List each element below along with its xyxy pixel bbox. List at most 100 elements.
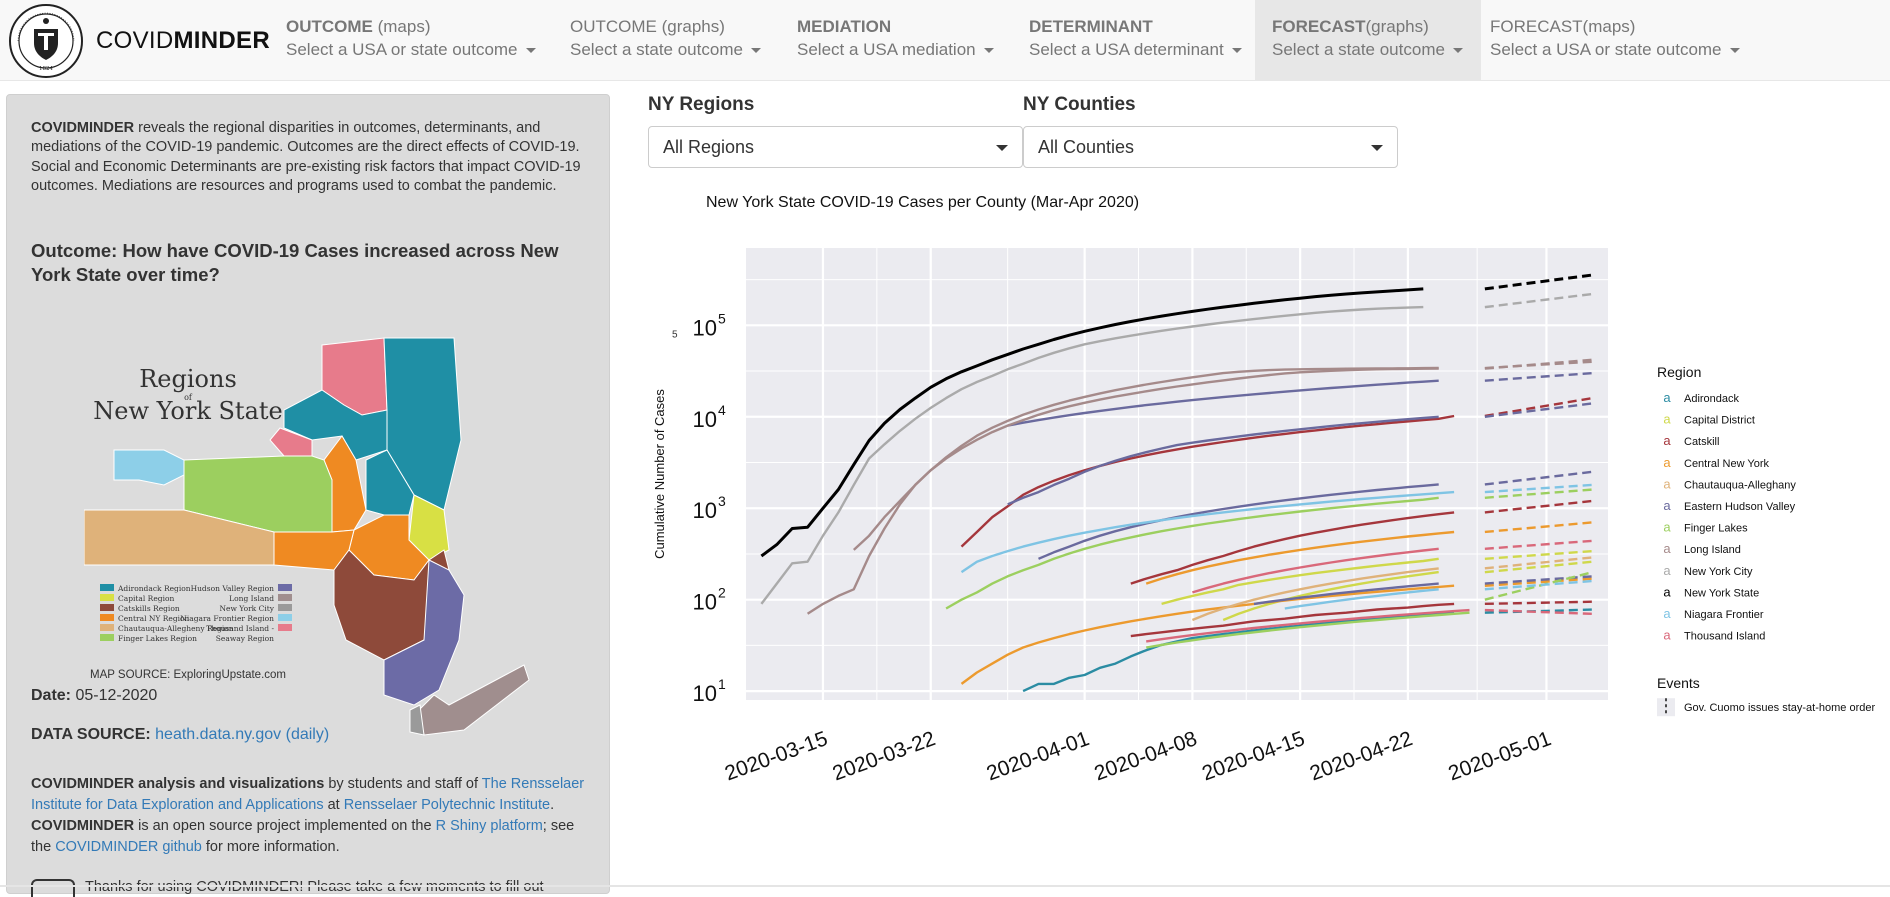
svg-text:Catskills Region: Catskills Region	[118, 604, 180, 613]
legend-key: a	[1663, 563, 1671, 578]
footer-divider	[0, 885, 1890, 887]
data-source-link[interactable]: heath.data.ny.gov (daily)	[155, 726, 330, 743]
legend-entry: Catskill	[1684, 436, 1719, 448]
y-tick-label: 10	[693, 590, 717, 615]
forecast-line-eastern-hudson-valley	[1484, 470, 1593, 486]
legend-key: a	[1663, 520, 1671, 535]
legend-entry: New York State	[1684, 587, 1759, 599]
forecast-line-thousand-island	[1484, 608, 1593, 616]
chart-title: New York State COVID-19 Cases per County…	[706, 194, 1139, 211]
series-line-central-new-york	[1145, 530, 1455, 585]
forecast-line-catskill	[1484, 499, 1593, 514]
cases-chart-svg: New York State COVID-19 Cases per County…	[652, 194, 1875, 785]
nav-forecast-maps-dropdown[interactable]: Select a USA or state outcome	[1490, 40, 1740, 60]
legend-entry: Thousand Island	[1684, 631, 1765, 643]
svg-text:Finger Lakes Region: Finger Lakes Region	[118, 634, 197, 643]
nav-forecast-maps[interactable]: FORECAST(maps) Select a USA or state out…	[1490, 0, 1740, 81]
x-tick-label: 2020-04-08	[1091, 727, 1200, 785]
series-line-catskill	[960, 414, 1455, 548]
nav-outcome-maps[interactable]: OUTCOME (maps) Select a USA or state out…	[286, 0, 536, 81]
legend-entry: Adirondack	[1684, 393, 1740, 405]
legend-entry: Capital District	[1684, 415, 1755, 427]
caret-down-icon	[983, 48, 994, 54]
x-tick-label: 2020-04-15	[1199, 727, 1308, 785]
svg-text:Niagara Frontier Region: Niagara Frontier Region	[180, 614, 274, 623]
legend-entry: Long Island	[1684, 544, 1741, 556]
series-line-eastern-hudson-valley	[1038, 483, 1439, 560]
nav-mediation-dropdown[interactable]: Select a USA mediation	[797, 40, 994, 60]
rensselaer-seal-logo: 1824	[9, 4, 83, 78]
ny-regions-select[interactable]: All Regions	[648, 126, 1023, 168]
ny-counties-select[interactable]: All Counties	[1023, 126, 1398, 168]
date-line: Date: 05-12-2020	[31, 687, 158, 704]
forecast-line-new-york-state	[1484, 273, 1593, 291]
chevron-down-icon	[996, 145, 1008, 151]
r-shiny-link[interactable]: R Shiny platform	[435, 818, 543, 834]
sidebar-panel: COVIDMINDER reveals the regional dispari…	[6, 94, 610, 897]
nav-forecast-graphs[interactable]: FORECAST(graphs) Select a state outcome	[1255, 0, 1481, 81]
legend-entry: New York City	[1684, 566, 1753, 578]
nav-outcome-graphs-dropdown[interactable]: Select a state outcome	[570, 40, 761, 60]
legend-title: Region	[1657, 364, 1701, 380]
x-tick-label: 2020-03-22	[830, 727, 939, 785]
nav-outcome-maps-dropdown[interactable]: Select a USA or state outcome	[286, 40, 536, 60]
svg-text:Chautauqua-Allegheny Region: Chautauqua-Allegheny Region	[118, 624, 234, 633]
series-line-catskill	[1130, 511, 1455, 585]
credits-text: COVIDMINDER analysis and visualizations …	[31, 776, 585, 855]
ny-counties-label: NY Counties	[1023, 94, 1136, 115]
nav-determinant-dropdown[interactable]: Select a USA determinant	[1029, 40, 1242, 60]
series-line-thousand-island	[1192, 547, 1439, 594]
caret-down-icon	[525, 48, 536, 54]
forecast-line-new-york-city	[1484, 292, 1593, 309]
series-line-finger-lakes	[1146, 611, 1470, 649]
forecast-line-catskill	[1484, 600, 1593, 606]
brand-name: COVIDMINDER	[96, 27, 270, 54]
legend-entry: Chautauqua-Alleghany	[1684, 479, 1796, 491]
y-axis-label: Cumulative Number of Cases	[652, 389, 667, 559]
series-line-eastern-hudson-valley	[1007, 415, 1439, 506]
x-tick-label: 2020-03-15	[722, 727, 831, 785]
plot-panel	[746, 248, 1608, 700]
series-line-long-island	[852, 367, 1439, 551]
survey-icon	[31, 879, 75, 897]
brand[interactable]: 1824 COVIDMINDER	[8, 4, 270, 78]
nav-outcome-graphs[interactable]: OUTCOME (graphs) Select a state outcome	[570, 0, 761, 81]
series-line-thousand-island	[1146, 608, 1470, 643]
forecast-line-adirondack	[1484, 608, 1593, 614]
forecast-line-finger-lakes	[1484, 570, 1593, 601]
ny-regions-map-image: Regions of New York State Adirondack Reg…	[83, 337, 530, 736]
x-tick-label: 2020-04-01	[984, 727, 1093, 785]
caret-down-icon	[1452, 48, 1463, 54]
svg-text:Hudson Valley Region: Hudson Valley Region	[191, 584, 275, 593]
svg-text:1824: 1824	[39, 66, 53, 72]
legend-entry: Niagara Frontier	[1684, 609, 1764, 621]
forecast-line-capital-district	[1484, 549, 1593, 560]
svg-text:MAP SOURCE: ExploringUpstate.c: MAP SOURCE: ExploringUpstate.com	[90, 669, 286, 681]
forecast-line-niagara-frontier	[1484, 579, 1593, 591]
y-tick-exponent: 5	[718, 310, 726, 326]
github-link[interactable]: COVIDMINDER github	[55, 839, 202, 855]
series-line-new-york-city	[760, 305, 1424, 605]
svg-text:Capital Region: Capital Region	[118, 594, 174, 603]
idea-link[interactable]: The Rensselaer Institute for Data Explor…	[31, 776, 585, 813]
x-tick-label: 2020-04-22	[1307, 727, 1416, 785]
legend-key: a	[1663, 628, 1671, 643]
ny-regions-label: NY Regions	[648, 94, 755, 115]
y-tick-label: 10	[693, 498, 717, 523]
nav-determinant[interactable]: DETERMINANT Select a USA determinant	[1029, 0, 1242, 81]
y-tick-exponent: 4	[718, 402, 726, 418]
series-line-catskill	[1130, 602, 1455, 638]
event-legend-entry: Gov. Cuomo issues stay-at-home order	[1684, 702, 1875, 714]
chevron-down-icon	[1371, 145, 1383, 151]
nav-mediation[interactable]: MEDIATION Select a USA mediation	[797, 0, 994, 81]
forecast-line-eastern-hudson-valley	[1484, 371, 1593, 382]
series-line-adirondack	[1022, 611, 1455, 693]
caret-down-icon	[1231, 48, 1242, 54]
svg-text:Seaway Region: Seaway Region	[216, 634, 274, 643]
series-line-chautauqua-alleghany	[1191, 567, 1439, 622]
data-source-line: DATA SOURCE: heath.data.ny.gov (daily)	[31, 726, 330, 743]
svg-text:Regions: Regions	[139, 365, 237, 393]
nav-forecast-graphs-dropdown[interactable]: Select a state outcome	[1272, 40, 1481, 60]
rpi-link[interactable]: Rensselaer Polytechnic Institute	[343, 797, 551, 813]
events-legend-title: Events	[1657, 675, 1700, 691]
